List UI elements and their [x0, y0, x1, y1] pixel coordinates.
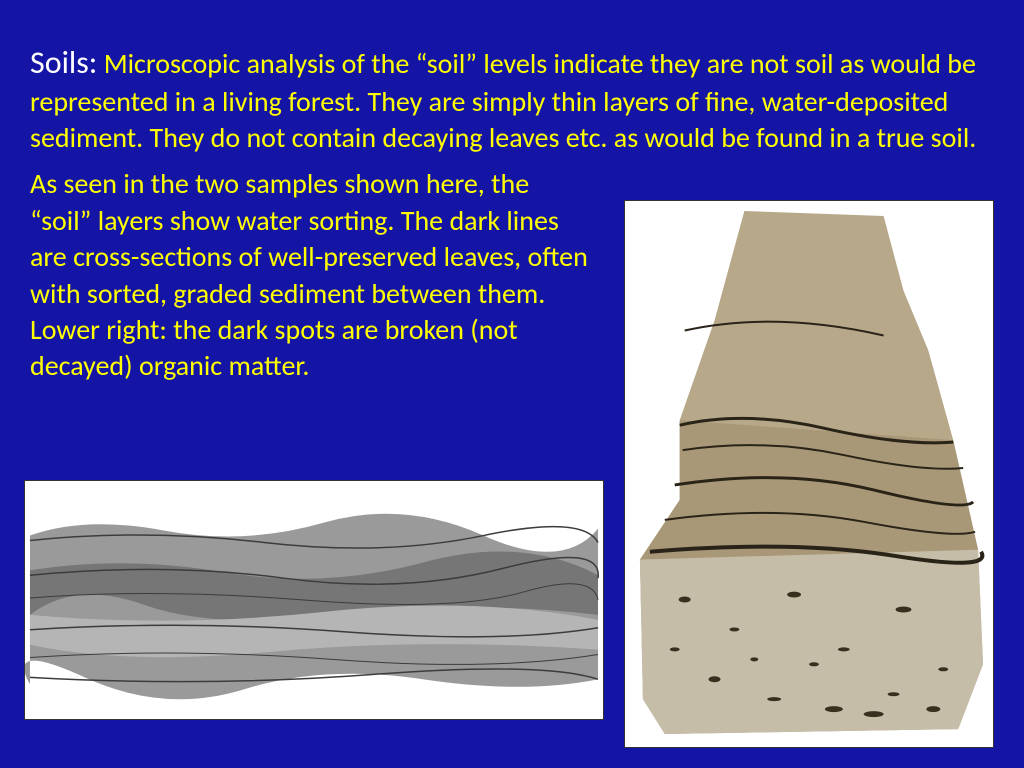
- slide: Soils: Microscopic analysis of the “soil…: [0, 0, 1024, 768]
- body-paragraph: As seen in the two samples shown here, t…: [30, 166, 590, 384]
- heading-body: Microscopic analysis of the “soil” level…: [30, 46, 976, 155]
- heading-label: Soils:: [30, 43, 97, 82]
- sample-image-right: [624, 200, 994, 748]
- sample-image-bottom: [24, 480, 604, 720]
- heading-block: Soils: Microscopic analysis of the “soil…: [30, 42, 994, 156]
